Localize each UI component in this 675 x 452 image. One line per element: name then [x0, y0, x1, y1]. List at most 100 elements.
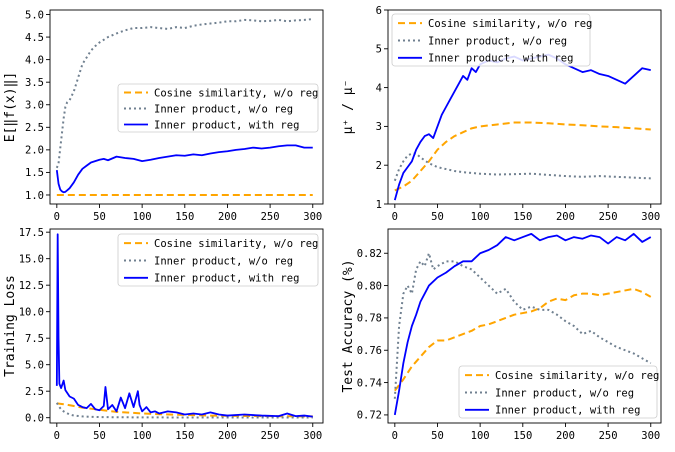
y-tick-label: 0.0 [25, 412, 44, 424]
y-tick-label: 2.5 [25, 122, 44, 134]
x-tick-label: 50 [431, 430, 444, 442]
y-tick-label: 2 [376, 160, 382, 172]
x-tick-label: 150 [513, 211, 532, 223]
y-tick-label: 5.0 [25, 359, 44, 371]
series-line-dashed [394, 287, 652, 392]
x-tick-label: 250 [599, 211, 618, 223]
legend: Cosine similarity, w/o reg Inner product,… [458, 365, 659, 419]
x-tick-label: 150 [175, 430, 194, 442]
legend-label: Cosine similarity, w/o reg [154, 238, 318, 250]
x-tick-label: 200 [556, 211, 575, 223]
series-line-dotted [393, 252, 652, 399]
series-line-dotted [55, 402, 313, 419]
y-tick-label: 3 [376, 121, 382, 133]
x-tick-label: 150 [175, 211, 194, 223]
legend-label: Cosine similarity, w/o reg [154, 87, 318, 99]
x-tick-label: 300 [303, 211, 322, 223]
y-tick-label: 3.5 [25, 77, 44, 89]
axes-frame [49, 9, 324, 205]
legend-label: Inner product, w/o reg [495, 387, 634, 399]
legend: Cosine similarity, w/o reg Inner product,… [391, 13, 592, 67]
x-tick-label: 300 [303, 430, 322, 442]
y-tick-label: 4 [376, 82, 382, 94]
panel-bottom-left: 0 50 100 150 200 250 300 0.0 2.5 5.0 7.5 10.0 12.5 15… [3, 227, 324, 442]
y-tick-label: 0.74 [357, 377, 382, 389]
x-tick-label: 200 [218, 430, 237, 442]
x-tick-label: 100 [471, 211, 490, 223]
series-line-solid [55, 144, 313, 194]
legend-label: Inner product, w/o reg [154, 255, 293, 267]
series-line-dotted [393, 152, 651, 182]
x-tick-label: 300 [641, 430, 660, 442]
x-tick-label: 200 [556, 430, 575, 442]
x-tick-label: 0 [54, 211, 60, 223]
y-tick-label: 12.5 [19, 280, 44, 292]
y-tick-label: 15.0 [19, 253, 44, 265]
x-tick-label: 50 [93, 211, 106, 223]
panel-bottom-right: 0 50 100 150 200 250 300 0.72 0.74 0.76 0.78 0.80 0.… [341, 228, 662, 442]
y-tick-label: 2.5 [25, 386, 44, 398]
y-tick-label: 5.0 [25, 9, 44, 21]
x-tick-label: 150 [513, 430, 532, 442]
y-tick-label: 4.5 [25, 32, 44, 44]
x-tick-label: 100 [133, 211, 152, 223]
x-tick-label: 250 [599, 430, 618, 442]
y-tick-label: 5 [376, 44, 382, 56]
legend-label: Cosine similarity, w/o reg [495, 370, 659, 382]
axes-frame [387, 228, 662, 424]
y-tick-label: 17.5 [19, 227, 44, 239]
x-tick-label: 300 [641, 211, 660, 223]
y-tick-label: 1.0 [25, 190, 44, 202]
x-tick-label: 0 [392, 430, 398, 442]
y-tick-label: 0.76 [357, 345, 382, 357]
x-tick-label: 250 [261, 211, 280, 223]
y-tick-label: 0.82 [357, 248, 382, 260]
y-tick-label: 1.5 [25, 167, 44, 179]
y-tick-label: 6 [376, 5, 382, 17]
y-axis-label: E[‖f(x)‖] [3, 72, 18, 142]
legend: Cosine similarity, w/o reg Inner product,… [117, 83, 319, 133]
legend-label: Inner product, with reg [428, 53, 573, 65]
legend-box [117, 83, 319, 133]
x-tick-label: 50 [93, 430, 106, 442]
series-line-solid [393, 232, 652, 416]
series-line-dashed [394, 121, 651, 192]
y-axis-label: Test Accuracy (%) [341, 259, 356, 392]
y-tick-label: 1 [376, 199, 382, 211]
y-tick-label: 0.78 [357, 313, 382, 325]
panel-top-left: 0 50 100 150 200 250 300 1.0 1.5 2.0 2.5 3.0 3.5 4.0 4… [3, 9, 324, 223]
legend: Cosine similarity, w/o reg Inner product,… [117, 233, 319, 287]
legend-label: Inner product, w/o reg [428, 35, 567, 47]
series-line-solid [393, 53, 651, 201]
x-tick-label: 200 [218, 211, 237, 223]
series-group [393, 53, 651, 201]
y-tick-label: 0.80 [357, 280, 382, 292]
series-group [55, 233, 313, 419]
y-tick-label: 2.0 [25, 145, 44, 157]
legend-label: Inner product, with reg [154, 119, 299, 131]
y-tick-label: 0.72 [357, 410, 382, 422]
legend-label: Inner product, w/o reg [154, 103, 293, 115]
legend-box [391, 13, 591, 67]
axes-frame [387, 9, 662, 205]
x-tick-label: 0 [392, 211, 398, 223]
x-tick-label: 100 [133, 430, 152, 442]
y-axis-label: μ⁺ / μ⁻ [341, 80, 356, 135]
y-tick-label: 7.5 [25, 333, 44, 345]
panel-top-right: 0 50 100 150 200 250 300 1 2 3 4 5 6 μ⁺ / μ⁻ Cosine si… [341, 5, 662, 223]
series-line-solid [55, 233, 313, 418]
y-axis-label: Training Loss [3, 275, 18, 377]
y-tick-label: 10.0 [19, 306, 44, 318]
legend-box [117, 233, 319, 287]
x-tick-label: 250 [261, 430, 280, 442]
x-tick-label: 50 [431, 211, 444, 223]
series-group [55, 18, 313, 196]
axes-frame [49, 228, 324, 424]
series-group [393, 232, 652, 416]
x-tick-label: 0 [54, 430, 60, 442]
legend-label: Inner product, with reg [495, 405, 640, 417]
legend-box [458, 365, 658, 419]
x-tick-label: 100 [471, 430, 490, 442]
y-tick-label: 3.0 [25, 100, 44, 112]
